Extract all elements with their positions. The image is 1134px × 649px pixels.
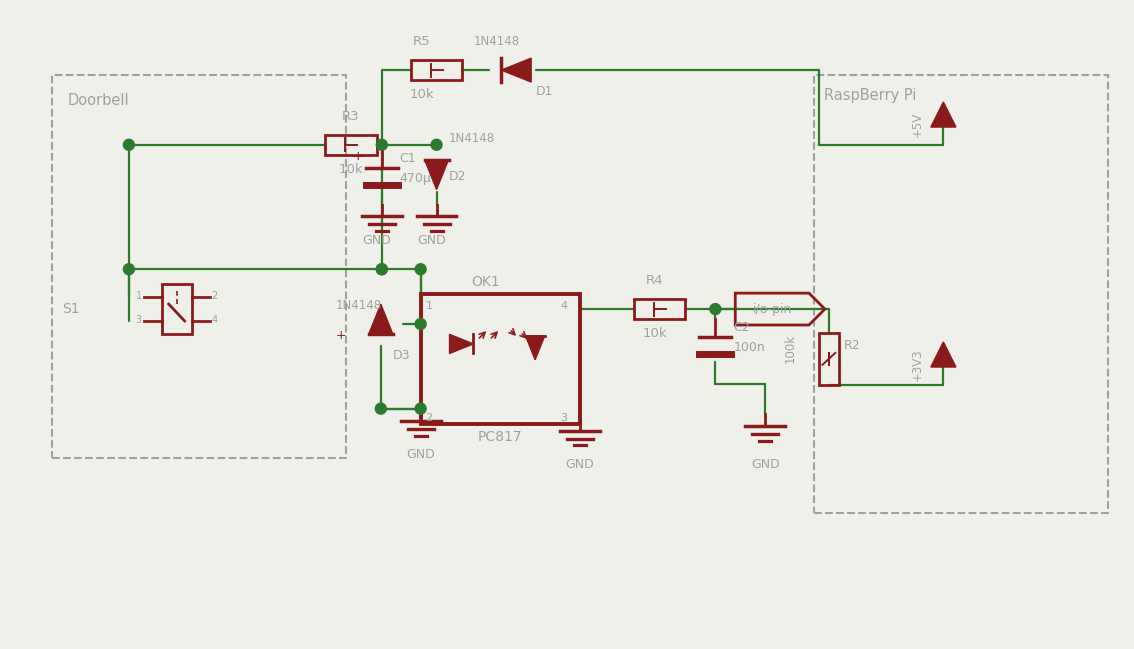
Bar	[819, 333, 839, 385]
Bar	[325, 135, 376, 154]
Text: GND: GND	[751, 458, 779, 471]
Text: R5: R5	[413, 35, 431, 48]
Text: GND: GND	[566, 458, 594, 471]
Bar	[421, 294, 579, 424]
Text: +: +	[336, 329, 347, 342]
Text: 470μ: 470μ	[399, 171, 431, 184]
Text: 100k: 100k	[784, 334, 797, 363]
Text: C2: C2	[734, 321, 750, 334]
Text: R2: R2	[844, 339, 861, 352]
Text: GND: GND	[406, 448, 435, 461]
Text: RaspBerry Pi: RaspBerry Pi	[824, 88, 916, 103]
Text: +5V: +5V	[911, 112, 923, 138]
Circle shape	[415, 319, 426, 330]
Circle shape	[710, 304, 721, 315]
Circle shape	[124, 263, 134, 275]
Text: 3: 3	[136, 315, 142, 325]
Text: 10k: 10k	[642, 327, 667, 340]
Text: S1: S1	[62, 302, 79, 316]
Text: 1N4148: 1N4148	[449, 132, 494, 145]
Circle shape	[124, 140, 134, 151]
Text: 2: 2	[425, 413, 433, 422]
Text: 1N4148: 1N4148	[336, 299, 382, 312]
Text: 2: 2	[212, 291, 218, 301]
Text: R3: R3	[342, 110, 359, 123]
Text: 10k: 10k	[409, 88, 434, 101]
Text: +3V3: +3V3	[911, 349, 923, 381]
Text: C1: C1	[399, 152, 416, 165]
Text: 10k: 10k	[339, 163, 363, 176]
Text: D1: D1	[536, 85, 553, 98]
Text: i/o-pin: i/o-pin	[753, 302, 792, 315]
Polygon shape	[501, 58, 531, 82]
Text: 1N4148: 1N4148	[473, 35, 519, 48]
Circle shape	[376, 263, 388, 275]
Circle shape	[415, 263, 426, 275]
Bar	[411, 60, 463, 80]
Polygon shape	[449, 334, 473, 354]
Polygon shape	[931, 102, 956, 127]
Polygon shape	[525, 336, 544, 360]
Circle shape	[375, 403, 387, 414]
Circle shape	[376, 140, 388, 151]
Circle shape	[376, 263, 388, 275]
Bar	[634, 299, 685, 319]
Text: D3: D3	[392, 349, 411, 362]
Text: OK1: OK1	[471, 275, 500, 289]
Text: +: +	[353, 150, 363, 163]
Text: GND: GND	[363, 234, 391, 247]
Text: D2: D2	[449, 169, 466, 182]
Text: 3: 3	[560, 413, 567, 422]
Text: R4: R4	[646, 274, 663, 287]
Text: PC817: PC817	[477, 430, 523, 445]
Text: GND: GND	[417, 234, 446, 247]
Text: 1: 1	[425, 301, 432, 311]
Bar	[162, 284, 192, 334]
Circle shape	[415, 403, 426, 414]
Polygon shape	[424, 160, 449, 190]
Polygon shape	[369, 304, 392, 334]
Polygon shape	[931, 342, 956, 367]
Text: 4: 4	[212, 315, 218, 325]
Text: 100n: 100n	[734, 341, 765, 354]
Circle shape	[431, 140, 442, 151]
Text: 4: 4	[560, 301, 567, 311]
Text: 1: 1	[136, 291, 142, 301]
Text: Doorbell: Doorbell	[67, 93, 129, 108]
